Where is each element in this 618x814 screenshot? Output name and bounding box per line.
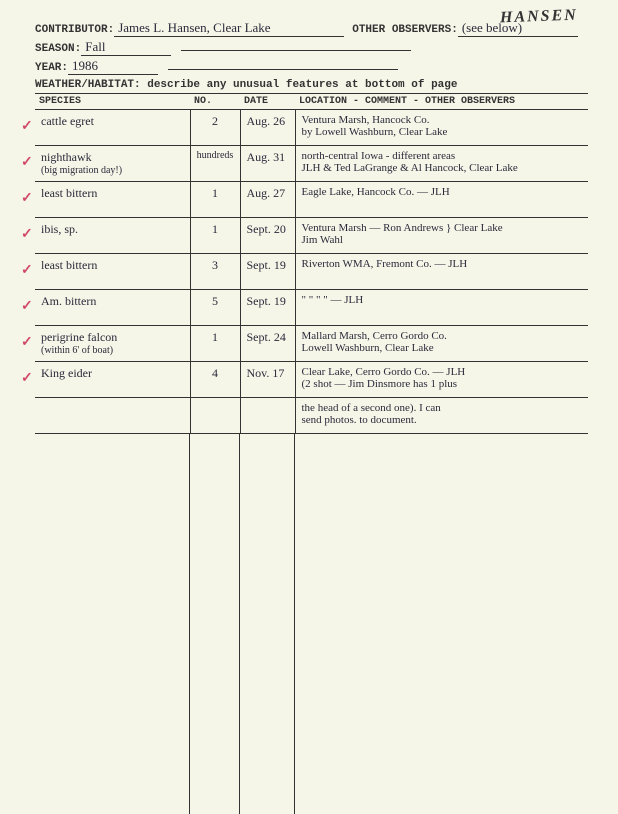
table-row: ✓Am. bittern5Sept. 19 " " " " — JLH [35,290,588,326]
cell-location: Riverton WMA, Fremont Co. — JLH [295,254,588,290]
th-date: DATE [240,94,295,110]
contributor-value: James L. Hansen, Clear Lake [114,20,344,37]
cell-date: Nov. 17 [240,362,295,398]
empty-region [35,434,588,814]
cell-no: hundreds [190,146,240,182]
cell-date: Sept. 19 [240,254,295,290]
cell-location: the head of a second one). I can send ph… [295,398,588,434]
col-divider-1 [189,434,190,814]
cell-species: ✓cattle egret [35,110,190,146]
table-row: the head of a second one). I can send ph… [35,398,588,434]
cell-location: " " " " — JLH [295,290,588,326]
cell-location: Mallard Marsh, Cerro Gordo Co. Lowell Wa… [295,326,588,362]
table-row: ✓perigrine falcon(within 6' of boat)1Sep… [35,326,588,362]
year-value: 1986 [68,58,158,75]
table-row: ✓King eider4Nov. 17Clear Lake, Cerro Gor… [35,362,588,398]
year-label: YEAR: [35,62,68,74]
cell-species: ✓least bittern [35,182,190,218]
observation-table: SPECIES NO. DATE LOCATION - COMMENT - OT… [35,93,588,434]
checkmark-icon: ✓ [21,154,33,171]
th-species: SPECIES [35,94,190,110]
contributor-label: CONTRIBUTOR: [35,24,114,36]
cell-location: north-central Iowa - different areas JLH… [295,146,588,182]
checkmark-icon: ✓ [21,226,33,243]
col-divider-2 [239,434,240,814]
checkmark-icon: ✓ [21,370,33,387]
checkmark-icon: ✓ [21,118,33,135]
cell-no: 5 [190,290,240,326]
header-row-2: SEASON: Fall [35,39,588,56]
cell-species: ✓nighthawk(big migration day!) [35,146,190,182]
cell-date: Sept. 24 [240,326,295,362]
weather-line: WEATHER/HABITAT: describe any unusual fe… [35,79,588,91]
table-row: ✓least bittern3Sept. 19Riverton WMA, Fre… [35,254,588,290]
table-row: ✓least bittern1Aug. 27Eagle Lake, Hancoc… [35,182,588,218]
cell-no: 4 [190,362,240,398]
checkmark-icon: ✓ [21,298,33,315]
corner-annotation: HANSEN [500,7,578,28]
observers-label: OTHER OBSERVERS: [352,24,458,36]
cell-species: ✓King eider [35,362,190,398]
cell-species [35,398,190,434]
cell-species: ✓ibis, sp. [35,218,190,254]
cell-no: 1 [190,182,240,218]
header-row-3: YEAR: 1986 [35,58,588,75]
season-label: SEASON: [35,43,81,55]
th-no: NO. [190,94,240,110]
cell-no: 1 [190,326,240,362]
cell-date: Aug. 27 [240,182,295,218]
cell-location: Eagle Lake, Hancock Co. — JLH [295,182,588,218]
cell-no: 3 [190,254,240,290]
cell-species: ✓least bittern [35,254,190,290]
cell-no [190,398,240,434]
cell-no: 1 [190,218,240,254]
season-value: Fall [81,39,171,56]
cell-location: Ventura Marsh, Hancock Co. by Lowell Was… [295,110,588,146]
table-row: ✓cattle egret2Aug. 26Ventura Marsh, Hanc… [35,110,588,146]
cell-location: Clear Lake, Cerro Gordo Co. — JLH (2 sho… [295,362,588,398]
th-loc: LOCATION - COMMENT - OTHER OBSERVERS [295,94,588,110]
cell-date: Aug. 26 [240,110,295,146]
table-row: ✓nighthawk(big migration day!)hundredsAu… [35,146,588,182]
table-row: ✓ibis, sp.1Sept. 20Ventura Marsh — Ron A… [35,218,588,254]
col-divider-3 [294,434,295,814]
checkmark-icon: ✓ [21,190,33,207]
cell-date: Aug. 31 [240,146,295,182]
cell-species: ✓Am. bittern [35,290,190,326]
cell-no: 2 [190,110,240,146]
cell-date: Sept. 20 [240,218,295,254]
checkmark-icon: ✓ [21,334,33,351]
cell-date: Sept. 19 [240,290,295,326]
blank-field-3 [168,69,398,70]
cell-date [240,398,295,434]
blank-field-2 [181,50,411,51]
cell-location: Ventura Marsh — Ron Andrews } Clear Lake… [295,218,588,254]
checkmark-icon: ✓ [21,262,33,279]
cell-species: ✓perigrine falcon(within 6' of boat) [35,326,190,362]
